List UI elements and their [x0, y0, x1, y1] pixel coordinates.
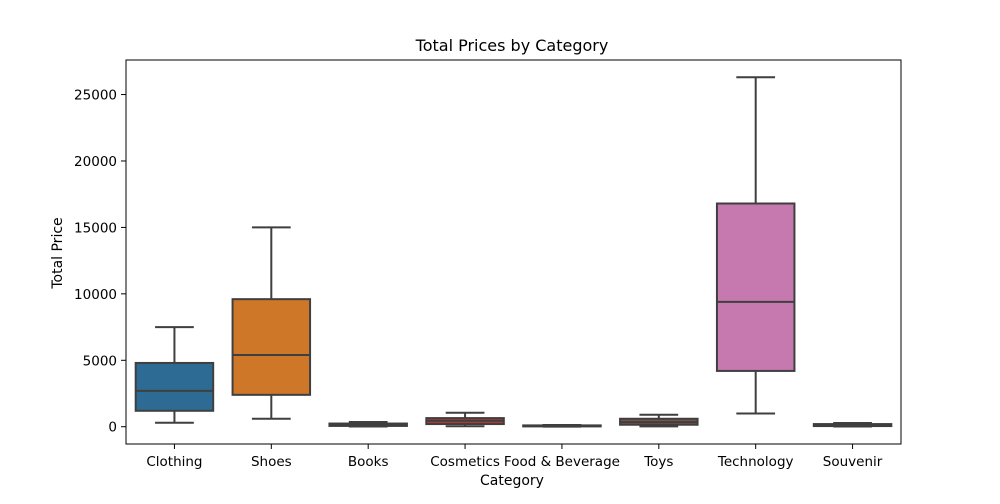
- plot-area: 0 5000 10000 15000 20000 25000 Clothing Shoes Bo…: [74, 59, 902, 470]
- plot-frame: [125, 59, 902, 445]
- box-clothing: [134, 361, 215, 412]
- box-shoes: [231, 298, 312, 396]
- x-tick-label: Clothing: [146, 454, 202, 470]
- y-tick-label: 20000: [74, 154, 117, 170]
- box-technology: [715, 202, 796, 372]
- y-tick-label: 15000: [74, 220, 117, 236]
- y-tick-label: 25000: [74, 88, 117, 104]
- x-tick-label: Technology: [717, 454, 794, 470]
- x-tick-label: Food & Beverage: [504, 454, 620, 470]
- y-tick-label: 10000: [74, 287, 117, 303]
- y-tick-label: 5000: [83, 353, 117, 369]
- x-tick-label: Toys: [643, 454, 673, 470]
- x-tick-label: Cosmetics: [430, 454, 500, 470]
- x-tick-label: Souvenir: [823, 454, 883, 470]
- x-tick-label: Shoes: [251, 454, 292, 470]
- y-axis-label: Total Price: [50, 217, 66, 289]
- x-axis-label: Category: [480, 473, 544, 489]
- chart-title: Total Prices by Category: [415, 36, 609, 55]
- y-tick-label: 0: [108, 420, 117, 436]
- x-tick-label: Books: [348, 454, 389, 470]
